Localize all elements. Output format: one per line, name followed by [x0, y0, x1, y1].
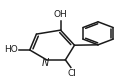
- Text: N: N: [41, 58, 49, 68]
- Text: HO: HO: [4, 45, 18, 54]
- Text: OH: OH: [54, 10, 67, 19]
- Text: Cl: Cl: [67, 69, 76, 78]
